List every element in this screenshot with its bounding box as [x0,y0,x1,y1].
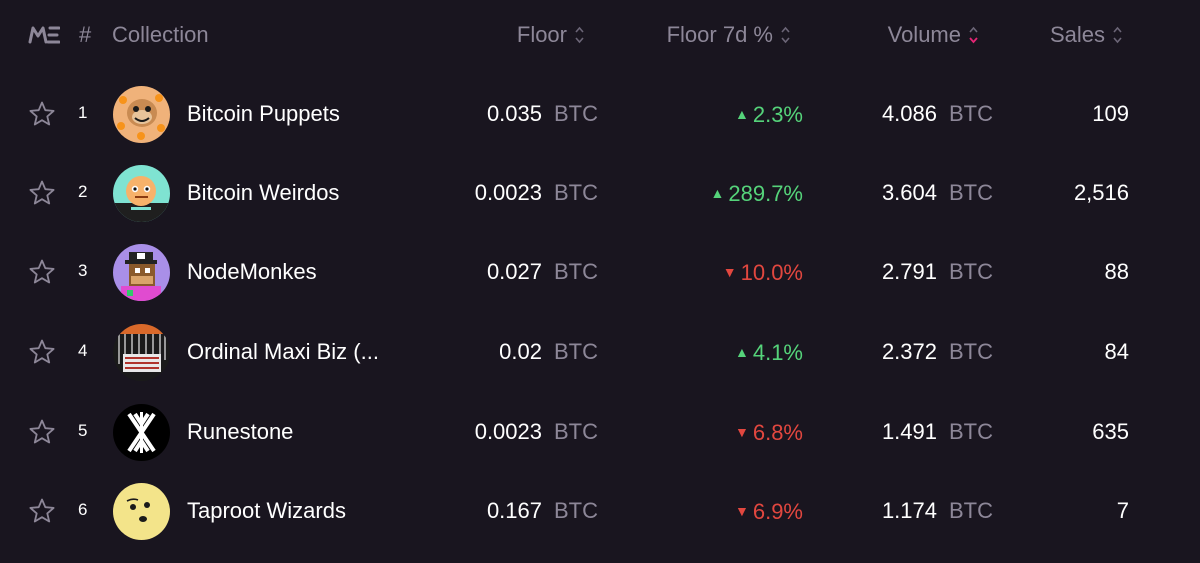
volume-value: 1.174 [881,498,937,523]
floor-change: ▲ 2.3% [735,100,803,129]
collection-avatar[interactable] [113,165,170,222]
floor-change-value: 2.3% [752,102,803,127]
rank-column-header: # [79,22,92,47]
floor-change-value: 6.8% [752,420,803,445]
volume-column-header[interactable]: Volume [888,22,978,48]
star-icon[interactable] [28,338,56,366]
sales-count: 109 [1092,101,1129,126]
star-icon[interactable] [28,258,56,286]
down-arrow-icon: ▼ [734,424,749,440]
floor-price: 0.035 [486,101,542,126]
up-arrow-icon: ▲ [710,185,725,201]
volume-currency: BTC [949,419,993,444]
floor-change: ▼ 6.8% [735,418,803,447]
floor-7d-column-header[interactable]: Floor 7d % [667,22,790,48]
collection-name[interactable]: Bitcoin Puppets [187,101,340,126]
star-icon[interactable] [28,497,56,525]
floor-change: ▼ 6.9% [735,497,803,526]
volume-value: 3.604 [881,180,937,205]
floor-change-value: 4.1% [752,340,803,365]
floor-price: 0.0023 [474,419,542,444]
rank-number: 2 [78,182,88,201]
volume-value: 1.491 [881,419,937,444]
sales-count: 88 [1104,259,1129,284]
floor-price: 0.0023 [474,180,542,205]
floor-currency: BTC [554,259,598,284]
table-row[interactable]: 1 Bitcoin Puppets 0.035 BTC ▲ 2.3% 4.086 … [0,74,1200,153]
sort-descending-icon[interactable] [969,25,978,45]
sort-icon[interactable] [575,25,584,45]
floor-header-label: Floor [516,22,567,47]
star-icon[interactable] [28,179,56,207]
floor-change-value: 10.0% [740,260,803,285]
sales-count: 2,516 [1073,180,1129,205]
magic-eden-logo-icon[interactable] [28,25,60,45]
collection-name[interactable]: Runestone [187,419,294,444]
table-row[interactable]: 3 NodeMonkes 0.027 BTC ▼ 10.0% 2.791 BTC … [0,232,1200,311]
floor-currency: BTC [554,180,598,205]
sales-column-header[interactable]: Sales [1050,22,1122,48]
sort-icon[interactable] [1113,25,1122,45]
collection-name[interactable]: Taproot Wizards [187,498,346,523]
table-row[interactable]: 4 Ordinal Maxi Biz (... 0.02 BTC ▲ 4.1% 2… [0,312,1200,391]
floor-change: ▲ 4.1% [735,338,803,367]
floor-change-value: 289.7% [728,181,803,206]
floor-currency: BTC [554,339,598,364]
sort-icon[interactable] [781,25,790,45]
up-arrow-icon: ▲ [734,344,749,360]
rank-number: 5 [78,421,88,440]
collection-name[interactable]: Ordinal Maxi Biz (... [187,339,379,364]
floor-change-value: 6.9% [752,499,803,524]
star-icon[interactable] [28,100,56,128]
floor-change: ▲ 289.7% [711,179,803,208]
floor-currency: BTC [554,498,598,523]
collection-name[interactable]: NodeMonkes [187,259,317,284]
table-row[interactable]: 6 Taproot Wizards 0.167 BTC ▼ 6.9% 1.174 … [0,471,1200,550]
rank-number: 1 [78,103,88,122]
down-arrow-icon: ▼ [734,503,749,519]
collection-avatar[interactable] [113,244,170,301]
volume-currency: BTC [949,339,993,364]
floor-7d-header-label: Floor 7d % [666,22,773,47]
floor-price: 0.02 [499,339,542,364]
volume-value: 2.791 [881,259,937,284]
star-icon[interactable] [28,418,56,446]
sales-count: 7 [1116,498,1129,523]
sales-count: 635 [1092,419,1129,444]
volume-value: 4.086 [881,101,937,126]
collection-avatar[interactable] [113,483,170,540]
volume-currency: BTC [949,259,993,284]
table-row[interactable]: 2 Bitcoin Weirdos 0.0023 BTC ▲ 289.7% 3.6… [0,153,1200,232]
down-arrow-icon: ▼ [722,264,737,280]
sales-count: 84 [1104,339,1129,364]
collection-avatar[interactable] [113,404,170,461]
table-row[interactable]: 5 Runestone 0.0023 BTC ▼ 6.8% 1.491 BTC 6… [0,392,1200,471]
volume-header-label: Volume [887,22,961,47]
volume-currency: BTC [949,180,993,205]
volume-currency: BTC [949,101,993,126]
floor-price: 0.027 [486,259,542,284]
collection-name[interactable]: Bitcoin Weirdos [187,180,340,205]
up-arrow-icon: ▲ [734,106,749,122]
collection-column-header: Collection [112,22,209,47]
volume-value: 2.372 [881,339,937,364]
collection-avatar[interactable] [113,324,170,381]
rank-number: 3 [78,261,88,280]
floor-currency: BTC [554,419,598,444]
volume-currency: BTC [949,498,993,523]
sales-header-label: Sales [1049,22,1105,47]
floor-price: 0.167 [486,498,542,523]
table-header: # Collection Floor Floor 7d % Volume Sal… [0,0,1200,70]
rank-number: 6 [78,500,88,519]
floor-currency: BTC [554,101,598,126]
rank-number: 4 [78,341,88,360]
floor-change: ▼ 10.0% [723,258,803,287]
collection-avatar[interactable] [113,86,170,143]
floor-column-header[interactable]: Floor [517,22,584,48]
